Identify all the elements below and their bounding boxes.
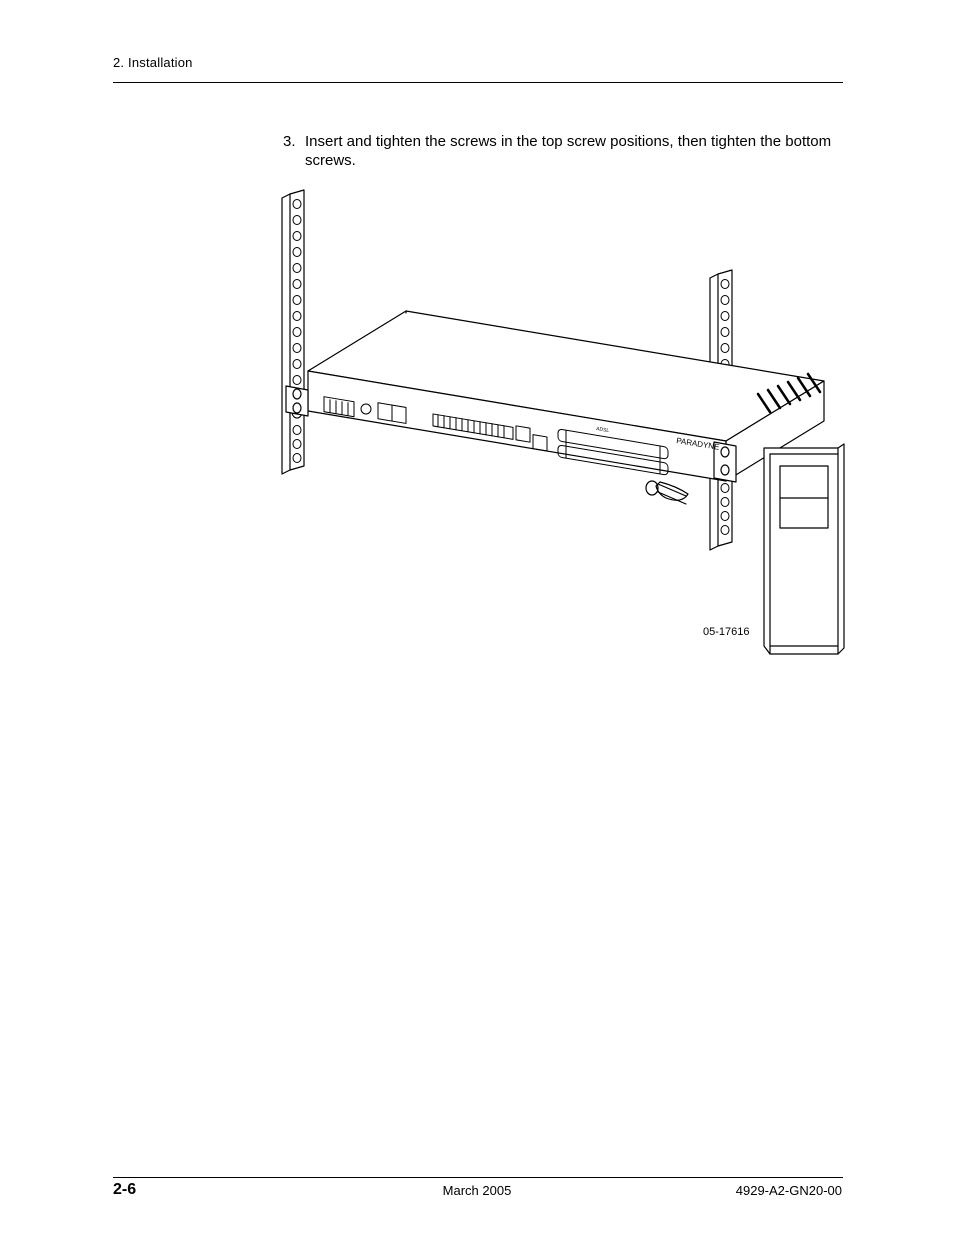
left-rack-rail bbox=[282, 190, 304, 474]
footer-rule bbox=[113, 1177, 843, 1178]
installation-figure: PARADYNE ADSL bbox=[278, 186, 845, 661]
left-mount-bracket bbox=[286, 386, 308, 416]
header-rule bbox=[113, 82, 843, 83]
header-section-label: 2. Installation bbox=[113, 55, 193, 70]
step-text: Insert and tighten the screws in the top… bbox=[305, 133, 835, 171]
cabinet-outline bbox=[764, 444, 844, 654]
page: 2. Installation 3. Insert and tighten th… bbox=[0, 0, 954, 1236]
loose-screw-icon bbox=[646, 481, 688, 504]
footer-doc-id: 4929-A2-GN20-00 bbox=[736, 1183, 842, 1198]
rack-mount-diagram-svg: PARADYNE ADSL bbox=[278, 186, 845, 661]
figure-id-label: 05-17616 bbox=[703, 626, 750, 638]
step-number: 3. bbox=[283, 133, 296, 150]
